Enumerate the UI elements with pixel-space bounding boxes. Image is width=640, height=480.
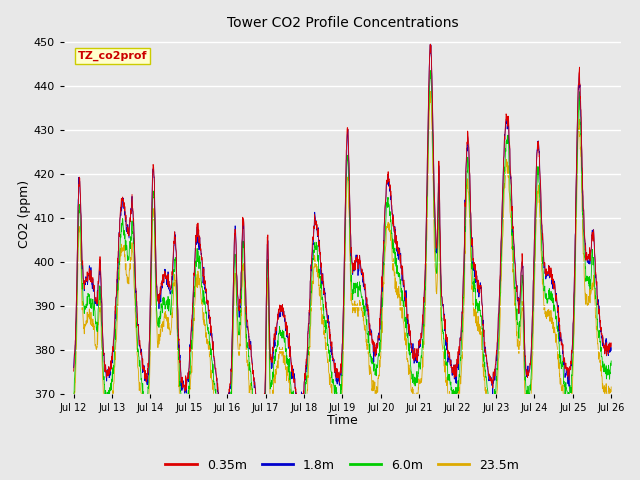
Text: TZ_co2prof: TZ_co2prof <box>78 51 147 61</box>
X-axis label: Time: Time <box>327 414 358 427</box>
Legend: 0.35m, 1.8m, 6.0m, 23.5m: 0.35m, 1.8m, 6.0m, 23.5m <box>161 454 524 477</box>
Y-axis label: CO2 (ppm): CO2 (ppm) <box>18 180 31 248</box>
Title: Tower CO2 Profile Concentrations: Tower CO2 Profile Concentrations <box>227 16 458 30</box>
